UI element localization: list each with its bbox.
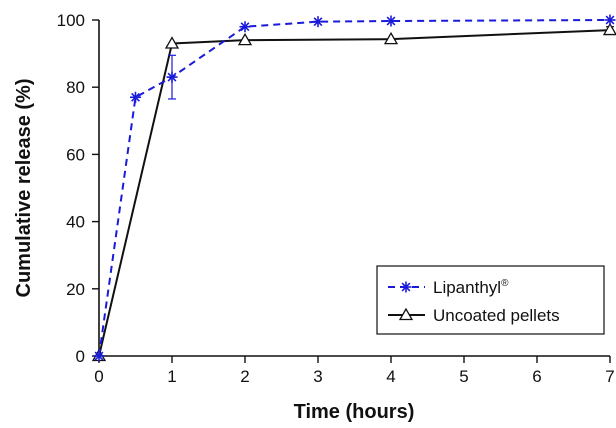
series-lipanthyl — [93, 14, 616, 362]
y-ticks: 0 20 40 60 80 100 — [57, 11, 99, 366]
y-tick-label: 80 — [66, 78, 85, 97]
legend-item: Uncoated pellets — [388, 306, 560, 325]
legend-item: Lipanthyl® — [388, 278, 509, 297]
x-tick-label: 3 — [313, 367, 322, 386]
data-point — [166, 71, 178, 83]
data-point — [312, 16, 324, 28]
data-point — [604, 14, 616, 26]
x-tick-label: 2 — [240, 367, 249, 386]
asterisk-stroke — [131, 92, 140, 102]
asterisk-stroke — [605, 15, 615, 25]
x-tick-label: 0 — [94, 367, 103, 386]
asterisk-stroke — [401, 282, 411, 292]
x-tick-label: 7 — [605, 367, 614, 386]
asterisk-stroke — [313, 17, 323, 27]
legend-items: Lipanthyl® Uncoated pellets — [388, 278, 560, 325]
triangle-marker — [398, 307, 414, 321]
y-tick-label: 100 — [57, 11, 85, 30]
y-axis-title: Cumulative release (%) — [13, 79, 35, 298]
asterisk-stroke — [167, 72, 177, 82]
asterisk-stroke — [240, 22, 250, 32]
x-tick-label: 4 — [386, 367, 395, 386]
asterisk-stroke — [94, 351, 104, 361]
data-point — [383, 31, 399, 45]
y-tick-label: 60 — [66, 145, 85, 164]
legend: Lipanthyl® Uncoated pellets — [376, 265, 605, 335]
legend-label-text: Lipanthyl — [433, 278, 501, 297]
x-axis-title: Time (hours) — [294, 401, 415, 423]
x-tick-label: 6 — [532, 367, 541, 386]
legend-label-superscript: ® — [501, 278, 509, 289]
legend-label-text: Uncoated pellets — [433, 306, 560, 325]
asterisk-marker — [400, 281, 412, 293]
data-point — [93, 350, 105, 362]
data-point — [130, 91, 141, 103]
plot-area: 0 1 2 3 4 5 6 7 0 20 40 60 80 100 — [57, 11, 616, 386]
data-point — [237, 32, 253, 46]
legend-label: Lipanthyl® — [433, 278, 509, 297]
x-ticks: 0 1 2 3 4 5 6 7 — [94, 356, 615, 386]
series-layer — [91, 14, 616, 362]
data-point — [239, 21, 251, 33]
legend-label: Uncoated pellets — [433, 306, 560, 325]
data-point — [164, 36, 180, 49]
legend-box — [376, 265, 605, 335]
y-tick-label: 20 — [66, 280, 85, 299]
y-tick-label: 0 — [76, 347, 85, 366]
data-point — [385, 15, 397, 27]
x-tick-label: 5 — [459, 367, 468, 386]
y-tick-label: 40 — [66, 213, 85, 232]
x-tick-label: 1 — [167, 367, 176, 386]
asterisk-stroke — [386, 16, 396, 26]
data-point — [602, 22, 616, 36]
